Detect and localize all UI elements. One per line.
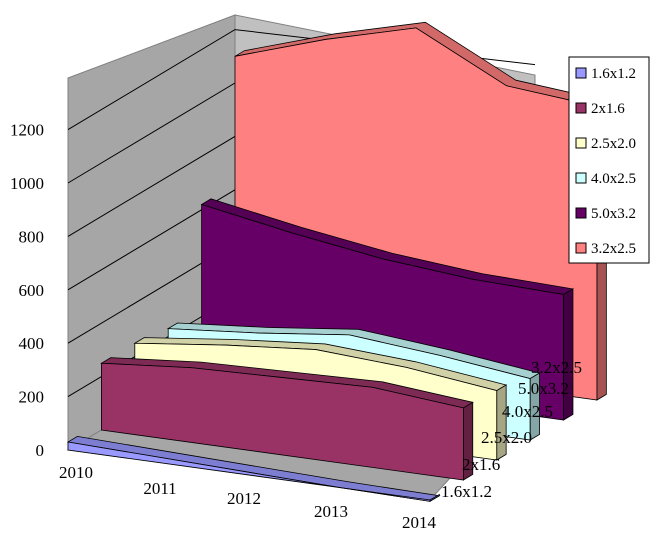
x-axis-ticks: 2010 2011 2012 2013 2014 (59, 463, 437, 532)
series-end-cap (429, 493, 440, 503)
legend-swatch (575, 242, 587, 254)
depth-tick-label: 1.6x1.2 (441, 482, 492, 501)
legend: 1.6x1.2 2x1.6 2.5x2.0 4.0x2.5 5.0x3.2 3.2x2.5 (568, 56, 650, 264)
depth-tick-label: 2.5x2.0 (481, 428, 532, 447)
y-tick-label: 600 (19, 281, 45, 300)
legend-label: 2x1.6 (591, 101, 625, 117)
legend-label: 4.0x2.5 (591, 171, 636, 187)
y-tick-label: 1200 (10, 121, 44, 140)
series-end-cap (496, 384, 507, 461)
series-front (101, 362, 464, 481)
x-tick-label: 2010 (59, 463, 93, 482)
x-tick-label: 2014 (402, 513, 437, 532)
series-end-cap (462, 401, 474, 481)
legend-box (568, 56, 650, 264)
depth-tick-label: 5.0x3.2 (518, 379, 569, 398)
series-areas (66, 21, 608, 503)
x-tick-label: 2012 (227, 489, 261, 508)
y-tick-label: 200 (19, 388, 45, 407)
legend-swatch (575, 207, 587, 219)
x-tick-label: 2011 (143, 479, 176, 498)
y-tick-label: 1000 (10, 174, 44, 193)
y-tick-label: 0 (36, 441, 45, 460)
legend-swatch (575, 172, 587, 184)
legend-label: 1.6x1.2 (591, 66, 636, 82)
y-tick-label: 400 (19, 334, 45, 353)
series-ribbon (66, 435, 441, 503)
y-tick-label: 800 (19, 227, 45, 246)
legend-swatch (575, 102, 587, 114)
legend-swatch (575, 67, 587, 79)
x-tick-label: 2013 (314, 502, 348, 521)
series-ribbon (100, 357, 474, 481)
depth-tick-label: 3.2x2.5 (531, 358, 582, 377)
legend-label: 5.0x3.2 (591, 206, 636, 222)
depth-tick-label: 4.0x2.5 (502, 402, 553, 421)
legend-label: 3.2x2.5 (591, 241, 636, 257)
series-front (67, 441, 431, 502)
depth-tick-label: 2x1.6 (462, 455, 500, 474)
series-end-cap (529, 372, 540, 441)
legend-swatch (575, 137, 587, 149)
y-axis-ticks: 0 200 400 600 800 1000 1200 (10, 121, 44, 460)
legend-label: 2.5x2.0 (591, 136, 636, 152)
depth-axis-ticks: 1.6x1.2 2x1.6 2.5x2.0 4.0x2.5 5.0x3.2 3.2x2.5 (441, 358, 582, 501)
series-end-cap (563, 288, 574, 421)
